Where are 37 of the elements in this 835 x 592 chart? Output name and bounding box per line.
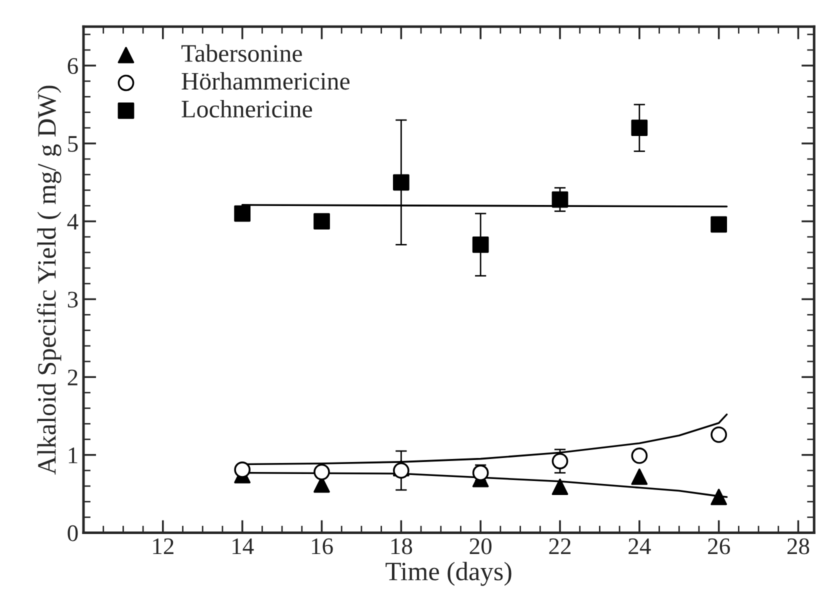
point: [234, 462, 251, 478]
x-axis-title: Time (days): [386, 562, 512, 586]
point: [552, 452, 568, 470]
point: [552, 191, 568, 208]
x-tick-label: 22: [549, 538, 570, 554]
legend-label: Tabersonine: [181, 44, 302, 62]
point: [552, 478, 568, 496]
point: [392, 462, 410, 479]
x-tick-label: 14: [232, 538, 254, 554]
point: [710, 488, 728, 506]
point: [710, 216, 728, 233]
x-tick-label: 26: [708, 538, 730, 554]
y-tick-label: 4: [67, 214, 78, 230]
x-tick-label: 12: [153, 538, 174, 554]
point: [710, 426, 728, 443]
point: [631, 448, 648, 464]
y-axis-title: Alkaloid Specific Yield ( mg/ g DW): [37, 86, 62, 475]
x-tick-label: 20: [470, 538, 492, 554]
x-tick-label: 28: [787, 538, 810, 554]
x-tick-label: 18: [391, 538, 412, 554]
point: [234, 205, 251, 222]
x-tick-label: 16: [312, 538, 333, 554]
point: [314, 464, 330, 480]
point: [631, 120, 648, 136]
legend-label: Hörhammericine: [182, 72, 350, 90]
y-tick-label: 3: [68, 292, 78, 308]
point: [472, 236, 489, 253]
y-tick-label: 2: [68, 370, 78, 386]
y-tick-label: 0: [68, 525, 78, 542]
point: [631, 468, 648, 485]
y-tick-label: 6: [68, 58, 78, 74]
y-tick-label: 5: [68, 136, 78, 152]
point: [392, 174, 410, 191]
x-tick-label: 24: [628, 538, 651, 554]
legend-label: Lochnericine: [182, 100, 312, 118]
point: [314, 213, 330, 230]
y-tick-label: 1: [68, 448, 78, 464]
